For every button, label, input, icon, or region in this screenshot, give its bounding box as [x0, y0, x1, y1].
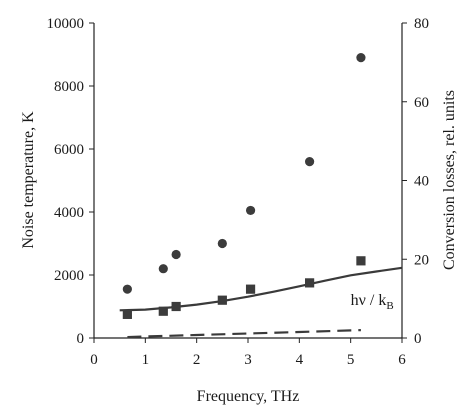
y-right-tick-label: 0 — [414, 331, 422, 347]
circle-marker — [171, 249, 181, 260]
circle-marker — [245, 205, 256, 216]
y-left-tick-label: 0 — [77, 331, 85, 347]
square-marker — [171, 301, 181, 312]
circle-marker — [158, 264, 168, 274]
square-marker — [122, 309, 132, 319]
y-axis-left-title: Noise temperature, K — [20, 111, 37, 249]
circle-marker — [217, 238, 227, 249]
annotation-hv-kb: hν / kB — [351, 292, 394, 312]
y-left-tick-label: 6000 — [54, 142, 84, 158]
y-right-tick-label: 20 — [414, 252, 429, 268]
x-tick-label: 6 — [398, 352, 406, 368]
y-left-tick-label: 2000 — [54, 268, 84, 284]
x-axis-title: Frequency, THz — [197, 388, 300, 405]
circle-marker — [356, 53, 366, 63]
square-marker — [305, 278, 315, 288]
y-left-tick-label: 10000 — [47, 16, 85, 32]
x-tick-label: 2 — [193, 352, 201, 368]
y-right-tick-label: 60 — [414, 95, 429, 111]
y-left-tick-label: 4000 — [54, 205, 84, 221]
y-axis-right-title: Conversion losses, rel. units — [441, 90, 458, 270]
x-tick-label: 4 — [296, 352, 304, 368]
x-tick-label: 1 — [142, 352, 150, 368]
x-tick-label: 3 — [244, 352, 252, 368]
square-marker — [158, 306, 168, 316]
series-dashed-line — [127, 329, 361, 339]
square-marker — [356, 256, 366, 266]
annotation-subscript: B — [386, 300, 393, 312]
x-tick-label: 5 — [347, 352, 355, 368]
x-tick-label: 0 — [90, 352, 98, 368]
square-marker — [245, 284, 256, 294]
circle-marker — [305, 157, 315, 167]
y-right-tick-label: 40 — [414, 174, 429, 190]
y-right-tick-label: 80 — [414, 16, 429, 32]
y-left-tick-label: 8000 — [54, 79, 84, 95]
annotation-main: hν / k — [351, 292, 387, 309]
circle-marker — [122, 284, 132, 294]
series-markers — [122, 53, 366, 319]
square-marker — [217, 295, 227, 305]
